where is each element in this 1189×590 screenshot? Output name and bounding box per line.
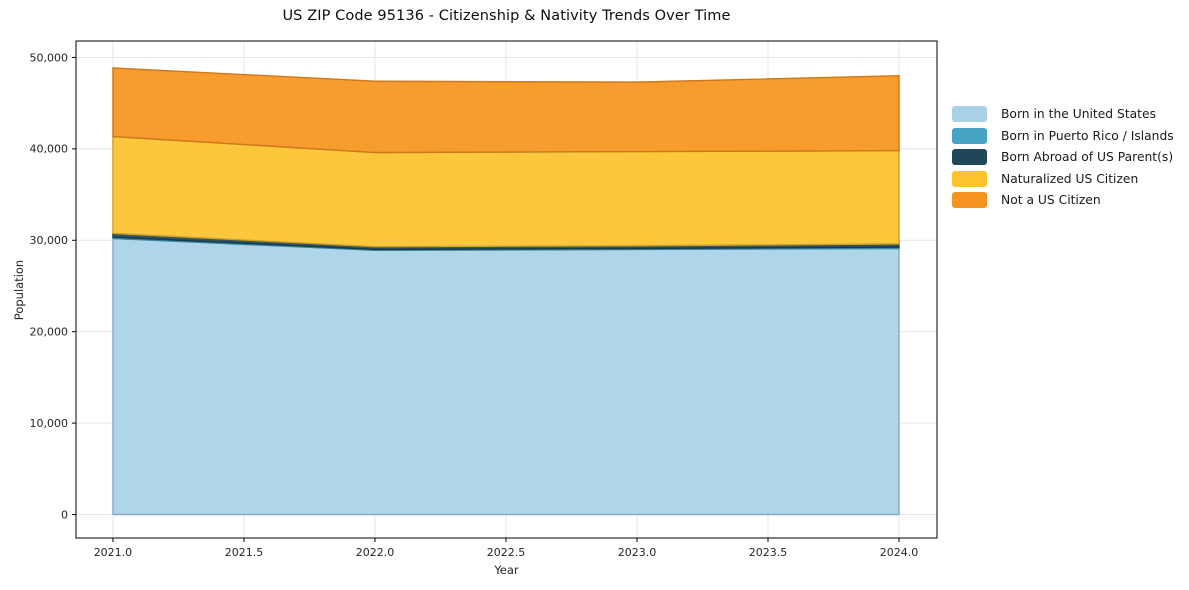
legend-swatch-born-in-us xyxy=(952,106,987,122)
legend-item-born-in-us: Born in the United States xyxy=(952,106,1174,122)
area-not-a-us-citizen xyxy=(112,67,900,154)
y-tick-label: 50,000 xyxy=(30,51,69,64)
legend-item-born-in-puerto-rico: Born in Puerto Rico / Islands xyxy=(952,127,1174,144)
legend-swatch-not-citizen xyxy=(952,192,987,208)
y-tick-label: 10,000 xyxy=(30,417,69,430)
legend-swatch-born-abroad xyxy=(952,149,987,165)
legend-label-born-abroad: Born Abroad of US Parent(s) xyxy=(1001,150,1174,164)
x-tick-label: 2024.0 xyxy=(880,546,919,559)
area-born-in-the-united-states xyxy=(112,237,900,516)
legend-label-born-in-us: Born in the United States xyxy=(1001,107,1156,121)
legend-item-naturalized: Naturalized US Citizen xyxy=(952,170,1174,187)
legend: Born in the United States Born in Puerto… xyxy=(952,106,1174,214)
x-tick-label: 2023.5 xyxy=(749,546,788,559)
legend-label-naturalized: Naturalized US Citizen xyxy=(1001,171,1139,186)
legend-swatch-born-in-puerto-rico xyxy=(952,127,987,144)
legend-item-not-citizen: Not a US Citizen xyxy=(952,192,1174,208)
x-tick-label: 2022.0 xyxy=(356,546,395,559)
area-naturalized-us-citizen xyxy=(112,135,900,248)
y-tick-label: 0 xyxy=(61,508,68,521)
y-axis-label: Population xyxy=(12,259,26,321)
legend-label-not-citizen: Not a US Citizen xyxy=(1001,193,1101,207)
x-tick-label: 2022.5 xyxy=(487,546,526,559)
legend-item-born-abroad: Born Abroad of US Parent(s) xyxy=(952,149,1174,165)
x-tick-label: 2023.0 xyxy=(618,546,657,559)
x-tick-label: 2021.5 xyxy=(225,546,264,559)
y-tick-label: 40,000 xyxy=(30,143,69,156)
y-tick-label: 20,000 xyxy=(30,325,69,338)
legend-swatch-naturalized xyxy=(952,170,987,187)
x-axis-label: Year xyxy=(494,563,519,577)
x-tick-label: 2021.0 xyxy=(94,546,133,559)
legend-label-born-in-puerto-rico: Born in Puerto Rico / Islands xyxy=(1001,128,1174,143)
chart-title: US ZIP Code 95136 - Citizenship & Nativi… xyxy=(282,8,731,24)
plot-border xyxy=(75,40,938,539)
y-tick-label: 30,000 xyxy=(30,234,69,247)
